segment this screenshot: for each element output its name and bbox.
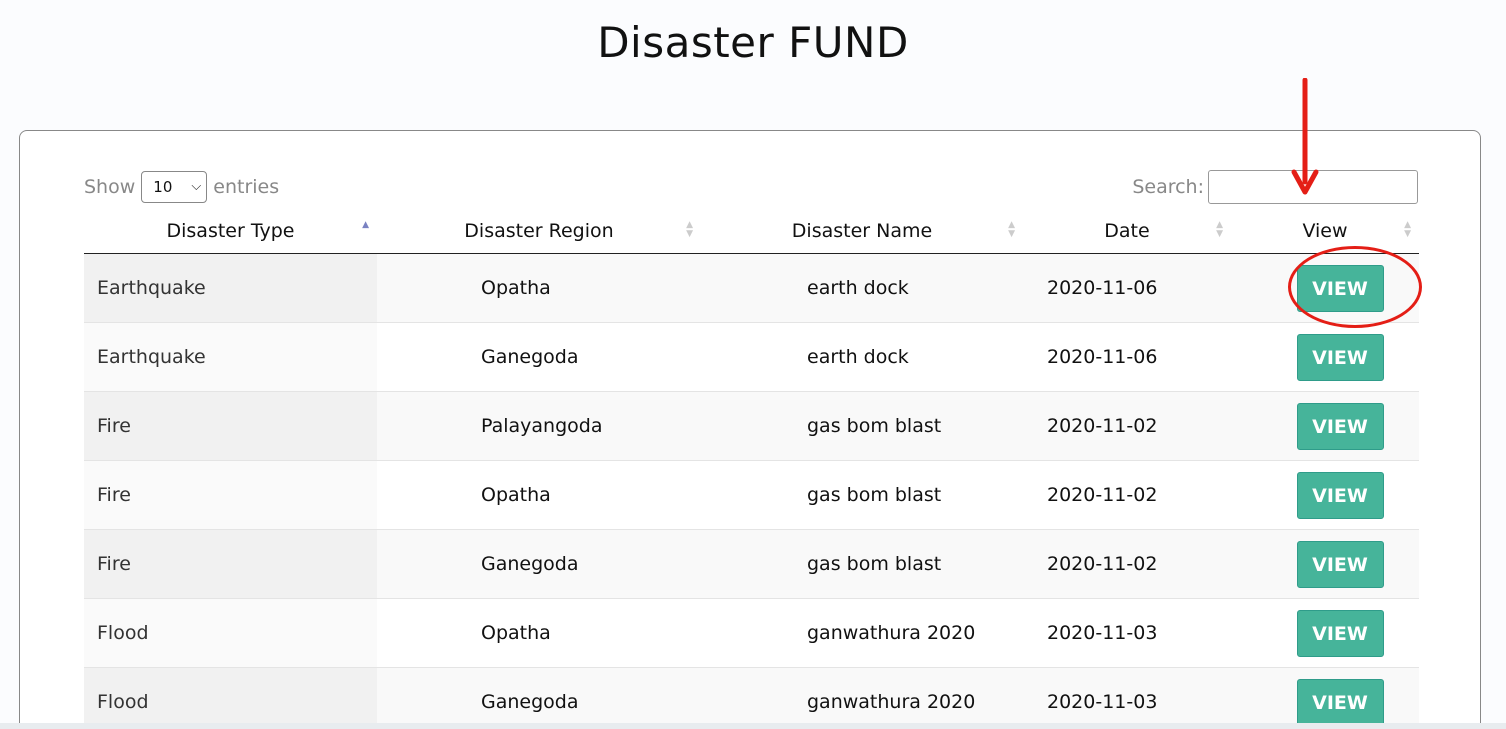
table-row: Earthquake Opatha earth dock 2020-11-06 VIEW	[84, 253, 1419, 323]
column-header-type[interactable]: Disaster Type ▲▼	[84, 209, 377, 254]
view-button[interactable]: VIEW	[1296, 402, 1384, 450]
sort-icon: ▲▼	[1216, 220, 1223, 239]
entries-select[interactable]: 10 ⌵	[141, 171, 208, 203]
view-cell: VIEW	[1231, 391, 1419, 461]
column-header-view[interactable]: View ▲ ▼	[1231, 209, 1419, 254]
search-input[interactable]	[1208, 170, 1418, 204]
disaster-region-cell: Opatha	[377, 253, 701, 323]
disaster-region-cell: Ganegoda	[377, 667, 701, 729]
column-header-date[interactable]: Date ▲ ▼	[1023, 209, 1231, 254]
view-cell: VIEW	[1231, 253, 1419, 323]
view-cell: VIEW	[1231, 322, 1419, 392]
table-row: Fire Palayangoda gas bom blast 2020-11-02 VI…	[84, 391, 1419, 461]
table-row: Earthquake Ganegoda earth dock 2020-11-06 VI…	[84, 322, 1419, 392]
view-button[interactable]: VIEW	[1296, 333, 1384, 381]
disaster-type-cell: Flood	[84, 667, 377, 729]
date-cell: 2020-11-06	[1023, 322, 1231, 392]
sort-icon: ▲▼	[362, 220, 369, 230]
view-cell: VIEW	[1231, 598, 1419, 668]
view-cell: VIEW	[1231, 529, 1419, 599]
entries-select-value: 10	[153, 178, 173, 196]
show-label: Show	[84, 176, 136, 198]
view-cell: VIEW	[1231, 667, 1419, 729]
table-row: Flood Opatha ganwathura 2020 2020-11-03 VIEW	[84, 598, 1419, 668]
column-header-label: Disaster Region	[464, 220, 614, 242]
sort-icon: ▲▼	[1008, 220, 1015, 239]
date-cell: 2020-11-02	[1023, 529, 1231, 599]
length-control: Show 10 ⌵ entries	[84, 171, 279, 203]
disaster-name-cell: gas bom blast	[701, 529, 1023, 599]
table-row: Flood Ganegoda ganwathura 2020 2020-11-03 VI…	[84, 667, 1419, 729]
column-header-label: Disaster Type	[166, 220, 295, 242]
disaster-region-cell: Opatha	[377, 598, 701, 668]
date-cell: 2020-11-03	[1023, 598, 1231, 668]
table-row: Fire Opatha gas bom blast 2020-11-02 VIEW	[84, 460, 1419, 530]
sort-icon: ▲▼	[1404, 220, 1411, 239]
view-button[interactable]: VIEW	[1296, 471, 1384, 519]
date-cell: 2020-11-06	[1023, 253, 1231, 323]
disaster-name-cell: ganwathura 2020	[701, 667, 1023, 729]
view-button[interactable]: VIEW	[1296, 609, 1384, 657]
search-control: Search:	[1132, 170, 1418, 204]
disaster-table: Disaster Type▲▼Disaster Region▲▼Disaster…	[84, 209, 1419, 729]
view-cell: VIEW	[1231, 460, 1419, 530]
disaster-region-cell: Ganegoda	[377, 322, 701, 392]
disaster-name-cell: gas bom blast	[701, 460, 1023, 530]
column-header-label: Date	[1104, 220, 1150, 242]
chevron-down-icon: ⌵	[191, 179, 202, 194]
entries-label: entries	[213, 176, 280, 198]
column-header-name[interactable]: Disaster Name ▲ ▼	[701, 209, 1023, 254]
disaster-region-cell: Ganegoda	[377, 529, 701, 599]
disaster-type-cell: Fire	[84, 460, 377, 530]
column-header-region[interactable]: Disaster Region ▲ ▼	[377, 209, 701, 254]
table-row: Fire Ganegoda gas bom blast 2020-11-02 VIEW	[84, 529, 1419, 599]
disaster-region-cell: Opatha	[377, 460, 701, 530]
disaster-name-cell: earth dock	[701, 322, 1023, 392]
date-cell: 2020-11-02	[1023, 391, 1231, 461]
disaster-name-cell: gas bom blast	[701, 391, 1023, 461]
view-button[interactable]: VIEW	[1296, 678, 1384, 726]
disaster-type-cell: Earthquake	[84, 322, 377, 392]
column-header-label: View	[1302, 220, 1348, 242]
view-button[interactable]: VIEW	[1296, 540, 1384, 588]
disaster-type-cell: Fire	[84, 529, 377, 599]
disaster-type-cell: Fire	[84, 391, 377, 461]
view-button[interactable]: VIEW	[1296, 264, 1384, 312]
page-title: Disaster FUND	[597, 18, 909, 67]
table-header-row: Disaster Type▲▼Disaster Region▲▼Disaster…	[84, 209, 1419, 254]
disaster-name-cell: earth dock	[701, 253, 1023, 323]
date-cell: 2020-11-02	[1023, 460, 1231, 530]
disaster-type-cell: Flood	[84, 598, 377, 668]
disaster-type-cell: Earthquake	[84, 253, 377, 323]
table-card: Show 10 ⌵ entries Search: Disaster Type ▲…	[19, 130, 1481, 729]
disaster-region-cell: Palayangoda	[377, 391, 701, 461]
table-body: Earthquake Opatha earth dock 2020-11-06 VIEW…	[84, 253, 1419, 729]
sort-icon: ▲▼	[686, 220, 693, 239]
search-label: Search:	[1132, 176, 1204, 198]
disaster-name-cell: ganwathura 2020	[701, 598, 1023, 668]
bottom-bar	[0, 723, 1506, 729]
column-header-label: Disaster Name	[791, 220, 933, 242]
date-cell: 2020-11-03	[1023, 667, 1231, 729]
